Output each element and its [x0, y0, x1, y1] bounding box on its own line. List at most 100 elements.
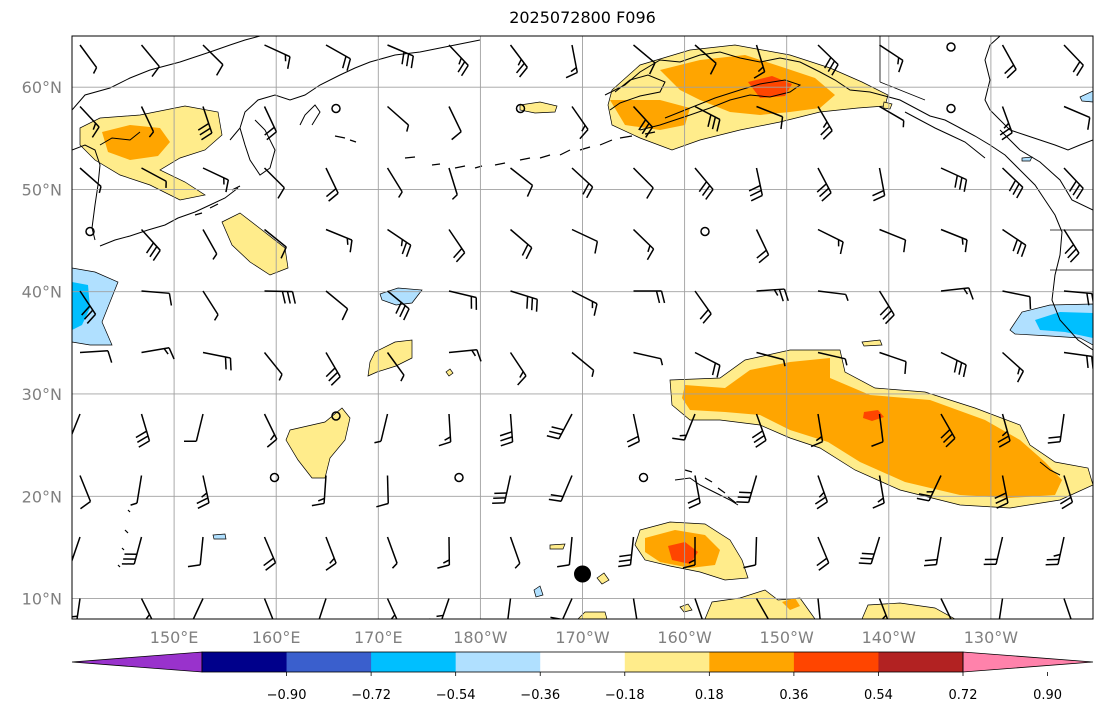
wind-barb [196, 475, 210, 510]
positive-anomaly-region [668, 542, 698, 564]
wind-barbs [72, 42, 1093, 619]
lon-tick-label: 150°E [150, 628, 199, 647]
latitude-labels: 10°N 20°N 30°N 40°N 50°N 60°N [22, 78, 62, 608]
colorbar-tick-label: 0.90 [1033, 688, 1062, 703]
negative-anomaly-region [212, 533, 227, 540]
wind-barb [387, 44, 415, 69]
wind-barb [633, 351, 664, 366]
wind-barb [632, 228, 655, 261]
positive-anomaly-region [682, 358, 1062, 498]
wind-barb [448, 349, 482, 362]
positive-anomaly-region [221, 212, 289, 276]
wind-barb [1063, 351, 1093, 369]
wind-barb [1001, 167, 1024, 199]
wind-barb [140, 598, 153, 619]
wind-barb [263, 413, 278, 448]
wind-barb [571, 167, 594, 199]
wind-barb [633, 44, 656, 75]
wind-barb [202, 229, 218, 260]
lat-tick-label: 10°N [22, 590, 62, 609]
wind-barb [557, 536, 573, 568]
calm-wind-circle [454, 472, 464, 483]
wind-barb [694, 105, 721, 132]
wind-barb [202, 351, 232, 371]
colorbar-segment [286, 652, 372, 672]
negative-anomaly-region [1021, 156, 1033, 162]
wind-barb [387, 105, 410, 132]
lat-tick-label: 20°N [22, 487, 62, 506]
wind-barb [940, 287, 974, 300]
wind-barb [694, 167, 714, 200]
wind-barb [817, 228, 844, 255]
wind-barb [386, 167, 403, 198]
wind-barb [1002, 228, 1027, 258]
wind-barb [1063, 290, 1093, 306]
positive-anomaly-region [519, 101, 558, 114]
wind-barb [264, 44, 291, 69]
wind-barb [687, 475, 701, 509]
wind-barb [140, 44, 160, 77]
map-frame [71, 35, 1094, 620]
wind-barb [438, 413, 452, 447]
wind-barb [72, 536, 81, 563]
wind-barb [263, 598, 274, 619]
calm-wind-circle [269, 472, 280, 483]
wind-barb [509, 536, 521, 569]
coastlines [72, 36, 1093, 506]
wind-barb [817, 290, 849, 302]
wind-barb [325, 536, 337, 571]
wind-barb [940, 351, 967, 378]
wind-barb [694, 351, 721, 378]
wind-barb [79, 105, 100, 138]
calm-wind-circle [946, 103, 956, 114]
colorbar-segment [202, 652, 288, 672]
lon-tick-label: 150°W [760, 628, 815, 647]
wind-barb [448, 44, 469, 77]
calm-wind-circle [638, 472, 649, 483]
wind-barb [817, 44, 839, 76]
colorbar: −0.90 −0.72 −0.54 −0.36 −0.18 0.18 0.36 0.54 0.7… [71, 651, 1094, 703]
positive-anomaly-region [660, 55, 835, 115]
wind-barb [571, 290, 598, 316]
wind-barb [141, 347, 175, 360]
wind-barb [983, 536, 1004, 566]
wind-barb [672, 413, 696, 441]
wind-barb [571, 106, 589, 140]
wind-barb [448, 290, 478, 310]
wind-barb [79, 290, 97, 324]
wind-barb [998, 598, 1004, 619]
wind-barb [325, 167, 339, 202]
calm-wind-circle [700, 226, 710, 237]
colorbar-segment [371, 652, 457, 672]
wind-barb [816, 167, 832, 202]
wind-barb [871, 413, 884, 447]
wind-barb [1063, 598, 1072, 619]
wind-barb [374, 413, 389, 444]
wind-barb [816, 536, 830, 571]
wind-barb [878, 598, 889, 619]
colorbar-tick-label: 0.72 [949, 688, 978, 703]
wind-barb [550, 598, 573, 619]
wind-barb [817, 106, 833, 140]
positive-anomaly-region [610, 100, 690, 130]
wind-barb [1063, 105, 1091, 130]
wind-barb [878, 290, 895, 325]
wind-barb [509, 44, 528, 78]
wind-barb [79, 475, 92, 510]
wind-barb [810, 413, 824, 448]
islands [117, 131, 737, 568]
colorbar-tick-label: −0.90 [267, 688, 307, 703]
colorbar-extend-low [71, 651, 203, 673]
wind-barb [682, 536, 696, 569]
wind-barb [202, 290, 219, 321]
wind-barb [546, 413, 573, 440]
wind-barb [999, 106, 1013, 141]
negative-anomaly-region [533, 585, 544, 598]
wind-barb [437, 536, 451, 569]
wind-barb [306, 598, 327, 619]
positive-anomaly-region [367, 339, 413, 377]
colorbar-segment [793, 652, 879, 672]
calm-wind-circle [85, 226, 95, 237]
wind-barb [743, 536, 758, 569]
